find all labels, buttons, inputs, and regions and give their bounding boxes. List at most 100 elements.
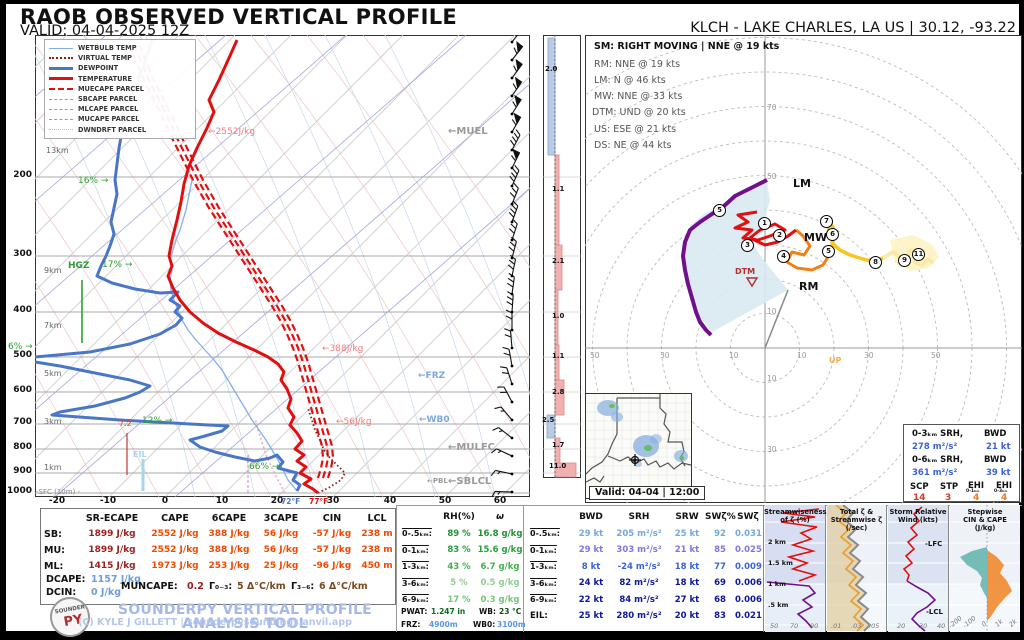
km-marker: 5 bbox=[713, 204, 726, 217]
cell: 2552 J/kg bbox=[151, 545, 199, 555]
panel-title-line: Streamwiseness bbox=[764, 508, 827, 516]
muel-annotation: ←MUEL bbox=[448, 126, 488, 137]
pressure-tick: 400 bbox=[13, 305, 32, 315]
stepwise-cape-area bbox=[987, 550, 1012, 621]
height-tick: 5km bbox=[44, 369, 62, 378]
vector-line: US: ESE @ 21 kts bbox=[594, 124, 677, 135]
dcape-label: DCAPE: bbox=[46, 574, 86, 585]
rh-annotation: 12% → bbox=[142, 416, 173, 426]
row-label: 0-.5ₖₘ: bbox=[530, 529, 560, 539]
rh-cell: 5 % bbox=[450, 578, 468, 589]
ehi3-header: EHI bbox=[996, 481, 1013, 491]
dtm-label: DTM bbox=[735, 267, 756, 276]
swzp-cell: 69 bbox=[714, 578, 726, 589]
cape-annotation: ←388J/kg bbox=[322, 344, 364, 354]
lapse-0-3-value: 5 Δ°C/km bbox=[237, 581, 286, 592]
legend-item: VIRTUAL TEMP bbox=[49, 53, 191, 63]
srw-panel: Storm Relative Wind (kts) bbox=[886, 505, 949, 632]
dwndrft-line-icon bbox=[49, 129, 73, 131]
y-label: 2 km bbox=[768, 538, 786, 546]
ehi1-header: EHI bbox=[968, 481, 985, 491]
srw-red-line bbox=[902, 506, 923, 582]
footer-credit: (C) KYLE J GILLETT | sounderpysoundings.… bbox=[78, 617, 352, 628]
virtual-temp-line-icon bbox=[49, 57, 73, 60]
temp-tick: -20 bbox=[48, 496, 66, 506]
skewt-plot bbox=[35, 35, 530, 497]
rh-cell: 43 % bbox=[447, 561, 471, 572]
vector-line: MW: NNE @ 33 kts bbox=[594, 91, 683, 102]
cape-annotation: ←56J/kg bbox=[336, 417, 372, 427]
w-cell: 0.5 g/kg bbox=[480, 578, 520, 589]
srh-cell: 280 m²/s² bbox=[616, 611, 662, 622]
swz-cell: 0.006 bbox=[735, 578, 762, 589]
rh-cell: 83 % bbox=[447, 545, 471, 556]
x-tick: 70 bbox=[790, 622, 799, 630]
bwd-cell: 22 kt bbox=[578, 594, 604, 605]
dtm-marker-icon bbox=[745, 277, 759, 288]
bwd-0-3-value: 21 kt bbox=[986, 442, 1011, 452]
lfc-label: -LFC bbox=[925, 540, 943, 548]
col-header: SR-ECAPE bbox=[85, 512, 139, 524]
thermo-table: SR-ECAPE CAPE 6CAPE 3CAPE CIN LCL SB: 18… bbox=[40, 508, 396, 605]
cell: 450 m bbox=[361, 561, 393, 571]
srh-cell: 84 m²/s² bbox=[619, 594, 659, 605]
strip-value: 2.8 bbox=[552, 388, 565, 396]
strip-value: 11.0 bbox=[549, 462, 567, 470]
col-header: SWζ% bbox=[705, 512, 736, 523]
rh-annotation: 66% → bbox=[249, 462, 280, 472]
ring-label: 30 bbox=[767, 445, 777, 454]
frz-label: FRZ: bbox=[401, 620, 421, 629]
dewpoint-line-icon bbox=[49, 66, 73, 70]
wind-barbs bbox=[490, 35, 524, 497]
height-tick: 7km bbox=[44, 321, 62, 330]
ring-label: 50 bbox=[931, 351, 941, 360]
srh-0-3-value: 278 m²/s² bbox=[912, 442, 958, 452]
rh-annotation: 17% → bbox=[102, 260, 133, 270]
footer-brand: SOUNDERPY VERTICAL PROFILE ANALYSIS TOOL bbox=[118, 602, 372, 632]
wb-label: WB: bbox=[479, 607, 496, 616]
vector-line: DS: NE @ 44 kts bbox=[594, 140, 672, 151]
bwd-cell: 29 kt bbox=[578, 528, 604, 539]
pbl-annotation: ←PBL bbox=[427, 477, 448, 485]
eil-annotation: EIL bbox=[133, 450, 147, 459]
km-marker: 1 bbox=[758, 217, 771, 230]
height-tick: 3km bbox=[44, 417, 62, 426]
km-marker: 11 bbox=[912, 248, 925, 261]
total-zeta-panel: Total ζ & Streamwise ζ (/sec) bbox=[825, 505, 887, 632]
ring-label: 10 bbox=[797, 351, 807, 360]
x-tick: 20 bbox=[897, 622, 906, 630]
col-header: LCL bbox=[367, 512, 387, 524]
panel-title: Storm Relative Wind (kts) bbox=[887, 508, 949, 524]
pressure-tick: 200 bbox=[13, 170, 32, 180]
bwd-0-3-label: BWD bbox=[984, 429, 1007, 439]
station-title: KLCH - LAKE CHARLES, LA US | 30.12, -93.… bbox=[690, 20, 1016, 36]
x-tick: .01 bbox=[831, 622, 842, 630]
cell: 238 m bbox=[361, 529, 393, 539]
vector-line: LM: N @ 46 kts bbox=[594, 75, 666, 86]
cape-annotation: ←2552J/kg bbox=[208, 127, 256, 137]
pressure-tick: 1000 bbox=[6, 486, 32, 496]
w-cell: 15.6 g/kg bbox=[477, 545, 523, 556]
total-zeta-line bbox=[842, 505, 872, 632]
row-label: MU: bbox=[44, 544, 65, 556]
wb0-annotation: ←WB0 bbox=[419, 415, 450, 425]
row-label: 3-6ₖₘ: bbox=[402, 578, 429, 588]
tables-vline bbox=[523, 505, 524, 632]
srh-0-6-value: 361 m²/s² bbox=[912, 468, 958, 478]
mulfc-annotation: ←MULFC bbox=[448, 442, 495, 453]
lapse-3-6-value: 6 Δ°C/km bbox=[319, 581, 368, 592]
x-tick: 30 bbox=[919, 622, 928, 630]
panel-title-line: (J/kg) bbox=[974, 524, 996, 532]
rm-label: RM bbox=[799, 280, 819, 293]
wb0-value: 3100m bbox=[497, 620, 526, 629]
swz-cell: 0.009 bbox=[735, 561, 762, 572]
panel-title: Streamwiseness of ζ (%) bbox=[764, 508, 827, 524]
legend-item: MUCAPE PARCEL bbox=[49, 114, 191, 124]
row-label: 1-3ₖₘ: bbox=[530, 562, 557, 572]
panel-title: Stepwise CIN & CAPE (J/kg) bbox=[949, 508, 1021, 532]
col-header: 6CAPE bbox=[211, 512, 247, 524]
w-cell: 0.3 g/kg bbox=[480, 594, 520, 605]
swzp-cell: 85 bbox=[714, 545, 726, 556]
ring-label: 30 bbox=[660, 351, 670, 360]
tables-divider bbox=[396, 505, 1022, 506]
